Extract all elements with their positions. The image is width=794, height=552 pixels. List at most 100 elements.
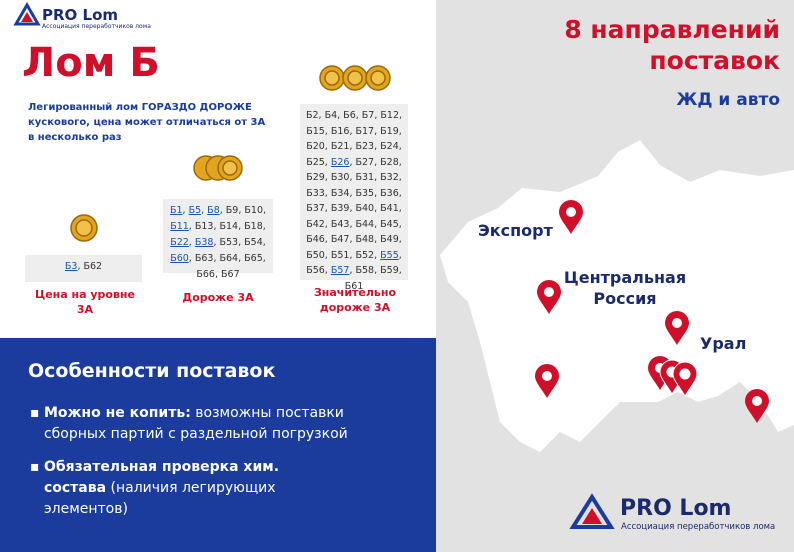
separator: , [398,141,402,152]
scrap-grade: Б6 [343,110,356,121]
separator: , [374,187,381,199]
separator: , [324,218,331,230]
separator: , [374,172,381,183]
feature-text: возможны поставки сборных партий с разде… [43,405,348,442]
separator: , [349,172,356,183]
separator: , [398,265,402,276]
scrap-grade: Б62 [83,261,103,272]
scrap-grade[interactable]: Б3 [64,261,78,272]
feature-text: (наличия легирующих элементов) [43,480,276,517]
scrap-grade: Б27 [355,156,375,168]
scrap-grade: Б40 [355,203,375,214]
separator: , [349,249,356,261]
scrap-grade: Б50 [306,249,325,261]
russia-map [440,140,794,452]
column-label: Цена на уровне 3А [35,288,135,316]
scrap-grade: Б31 [355,172,375,183]
separator: , [398,234,402,245]
separator: , [349,218,356,230]
scrap-grade[interactable]: Б57 [330,265,350,276]
separator: , [349,234,356,245]
scrap-grade: Б19 [380,125,399,137]
separator: , [374,234,381,245]
separator: , [398,187,402,199]
scrap-grade: Б65 [244,253,263,264]
scrap-grade: Б67 [221,269,240,280]
scrap-grade: Б29 [306,172,325,183]
delivery-subtitle: ЖД и авто [676,90,780,110]
footer-logo-tagline: Ассоциация переработчиков лома [621,522,776,532]
separator: , [77,261,84,272]
separator: , [238,237,245,248]
scrap-grade: Б33 [306,187,325,199]
scrap-grade: Б15 [306,125,325,137]
scrap-grade: Б47 [330,234,350,245]
scrap-grade: Б7 [361,110,375,121]
separator: , [219,205,226,216]
scrap-grade[interactable]: Б60 [170,253,189,264]
separator: , [349,156,356,168]
scrap-grade: Б24 [380,141,399,152]
scrap-grade: Б4 [324,110,338,121]
separator: , [374,156,381,168]
scrap-grade[interactable]: Б55 [380,249,399,261]
separator: , [324,234,331,245]
scrap-grade: Б14 [219,221,239,232]
scrap-grade: Б42 [306,218,325,230]
scrap-grade: Б32 [380,172,399,183]
scrap-grade[interactable]: Б11 [170,221,189,232]
scrap-grade[interactable]: Б26 [330,156,350,168]
scrap-grade: Б59 [380,265,399,276]
feature-bold: Можно не копить: [43,405,191,421]
footer-logo-brand: PRO Lom [620,496,732,521]
grade-box: Б1, Б5, Б8, Б9, Б10, Б11, Б13, Б14, Б18,… [163,199,273,280]
scrap-grade: Б34 [330,187,350,199]
scrap-grade: Б64 [219,253,239,264]
separator: , [182,205,189,216]
scrap-grade: Б66 [196,269,215,280]
separator: , [238,221,245,232]
separator: , [349,203,356,214]
separator: , [238,253,245,264]
scrap-grade[interactable]: Б5 [188,205,202,216]
scrap-grade: Б36 [380,187,399,199]
scrap-grade: Б9 [225,205,239,216]
scrap-grade: Б44 [355,218,375,230]
scrap-grade: Б48 [355,234,375,245]
separator: , [324,156,331,168]
region-label: Урал [700,334,747,353]
scrap-grade: Б12 [380,110,399,121]
separator: , [201,205,208,216]
separator: , [263,205,267,216]
scrap-grade: Б2 [305,110,319,121]
separator: , [324,141,331,152]
logo-brand: PRO Lom [42,6,119,24]
scrap-grade[interactable]: Б38 [194,237,214,248]
scrap-grade: Б46 [306,234,325,245]
separator: , [398,125,402,137]
separator: , [349,125,356,137]
separator: , [399,110,403,121]
scrap-grade: Б17 [355,125,375,137]
column-label: Значительно дороже 3А [313,286,397,314]
scrap-grade[interactable]: Б8 [207,205,220,216]
scrap-grade: Б52 [355,249,375,261]
separator: , [374,218,381,230]
separator: , [324,203,331,214]
scrap-grade[interactable]: Б22 [170,237,189,248]
logo-tagline: Ассоциация переработчиков лома [42,23,151,30]
separator: , [188,237,195,248]
scrap-grade: Б49 [380,234,399,245]
scrap-grade[interactable]: Б1 [169,205,183,216]
separator: , [324,187,331,199]
scrap-grade: Б58 [355,265,375,276]
region-label: Экспорт [478,221,553,240]
features-title: Особенности поставок [28,360,276,382]
separator: , [324,172,331,183]
separator: , [188,221,195,232]
delivery-title: 8 направлений поставок [564,15,780,75]
scrap-grade: Б43 [330,218,350,230]
feature-item: ▪ Можно не копить: возможны поставки сбо… [30,405,348,442]
separator: , [349,265,356,276]
